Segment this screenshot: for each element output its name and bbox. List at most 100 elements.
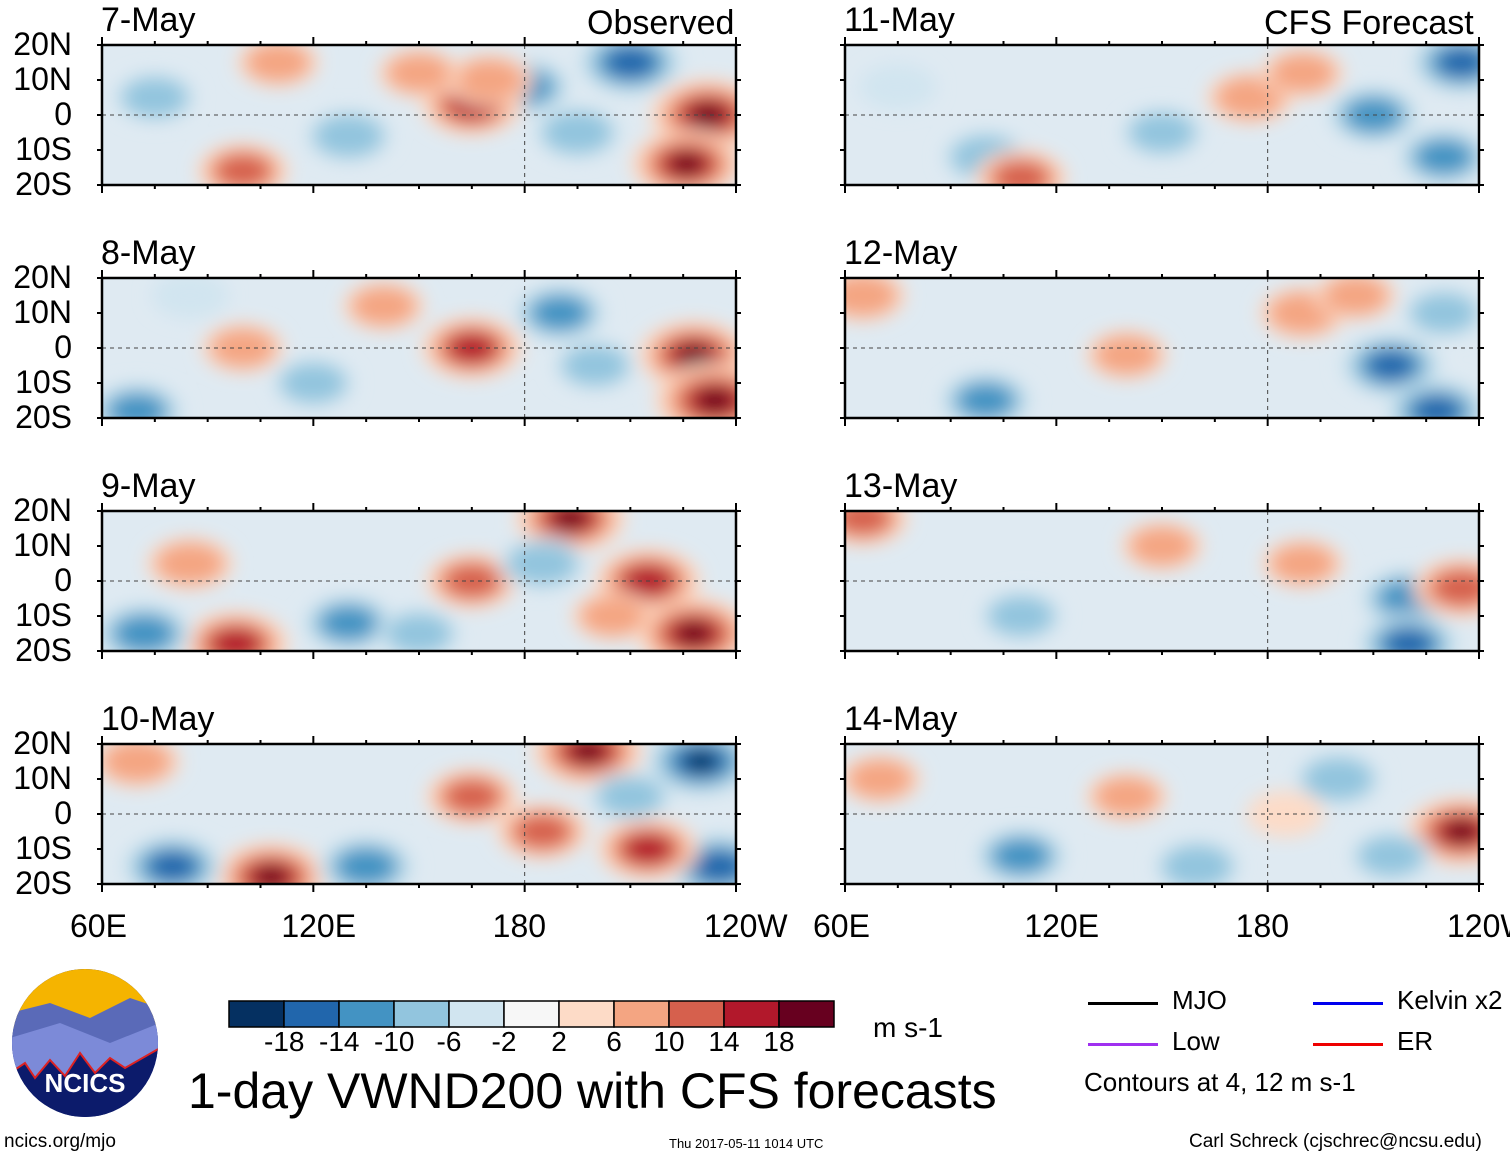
lat-tick-label: 20N <box>13 492 72 528</box>
lat-tick-label: 0 <box>54 329 72 365</box>
panel-9-May <box>102 511 736 651</box>
anomaly-blob <box>993 161 1049 185</box>
colorbar-swatch <box>723 1000 780 1028</box>
panel-date: 10-May <box>101 700 215 738</box>
lon-tick-label: 120E <box>1024 908 1100 944</box>
anomaly-blob <box>215 154 271 185</box>
colorbar-swatch <box>283 1000 340 1028</box>
lat-tick-label: 20S <box>15 632 72 668</box>
anomaly-blob <box>149 852 196 881</box>
anomaly-blob <box>606 47 655 78</box>
colorbar-swatch <box>613 1000 670 1028</box>
legend-line-er <box>1313 1043 1383 1046</box>
lat-tick-label: 10N <box>13 527 72 563</box>
lon-tick-label: 60E <box>813 908 870 944</box>
anomaly-blob <box>320 606 377 640</box>
lat-tick-label: 10N <box>13 61 72 97</box>
panel-12-May <box>845 278 1479 418</box>
panel-date: 7-May <box>101 1 196 39</box>
lat-tick-label: 20S <box>15 399 72 435</box>
anomaly-blob <box>280 363 347 403</box>
anomaly-blob <box>847 759 914 799</box>
anomaly-blob <box>1413 396 1460 418</box>
anomaly-blob <box>845 511 891 535</box>
panel-date: 14-May <box>844 700 958 738</box>
lat-tick-label: 0 <box>54 96 72 132</box>
legend-label: ER <box>1397 1026 1434 1056</box>
lat-tick-label: 10S <box>15 131 72 167</box>
anomaly-blob <box>454 58 525 102</box>
legend-label: MJO <box>1172 985 1227 1015</box>
footer-url[interactable]: ncics.org/mjo <box>4 1131 116 1152</box>
colorbar-swatch <box>228 1000 285 1028</box>
colorbar-swatch <box>448 1000 505 1028</box>
anomaly-blob <box>1093 776 1160 817</box>
anomaly-blob <box>115 615 174 651</box>
contour-note: Contours at 4, 12 m s-1 <box>1084 1067 1356 1097</box>
anomaly-blob <box>859 63 937 111</box>
anomaly-blob <box>1385 629 1432 651</box>
colorbar-swatch <box>558 1000 615 1028</box>
colorbar-label: 18 <box>763 1026 795 1057</box>
anomaly-blob <box>690 104 726 126</box>
anomaly-blob <box>337 848 396 884</box>
panel-14-May <box>845 744 1479 884</box>
anomaly-blob <box>677 344 711 366</box>
anomaly-blob <box>211 629 260 651</box>
legend-label: Kelvin x2 <box>1397 985 1503 1015</box>
anomaly-blob <box>1357 836 1424 876</box>
observed-title: Observed <box>587 4 735 42</box>
colorbar <box>228 1000 835 1028</box>
panel-date: 9-May <box>101 467 196 505</box>
colorbar-label: -6 <box>436 1026 462 1057</box>
panel-7-May <box>102 45 736 185</box>
anomaly-blob <box>1129 526 1195 566</box>
anomaly-blob <box>102 744 173 783</box>
legend-label: Low <box>1172 1026 1220 1056</box>
anomaly-blob <box>121 77 188 118</box>
lat-tick-label: 10N <box>13 760 72 796</box>
lat-tick-label: 10S <box>15 364 72 400</box>
colorbar-label: -18 <box>264 1026 305 1057</box>
ncics-logo: NCICS <box>12 969 158 1117</box>
lat-tick-label: 20N <box>13 725 72 761</box>
logo-text: NCICS <box>45 1068 126 1098</box>
colorbar-label: 6 <box>606 1026 622 1057</box>
anomaly-blob <box>694 851 736 882</box>
panel-date: 11-May <box>844 1 955 39</box>
colorbar-swatch <box>338 1000 395 1028</box>
colorbar-swatch <box>503 1000 560 1028</box>
anomaly-blob <box>532 296 588 330</box>
anomaly-blob <box>542 111 613 154</box>
anomaly-blob <box>670 153 704 175</box>
anomaly-blob <box>988 596 1055 636</box>
legend-line-low <box>1088 1043 1158 1046</box>
colorbar-label: -2 <box>491 1026 517 1057</box>
main-title: 1-day VWND200 with CFS forecasts <box>188 1063 997 1119</box>
forecast-title: CFS Forecast <box>1264 4 1474 42</box>
footer-timestamp: Thu 2017-05-11 1014 UTC <box>669 1136 824 1151</box>
lon-tick-label: 120E <box>281 908 357 944</box>
anomaly-blob <box>1303 757 1373 801</box>
colorbar-label: 10 <box>653 1026 685 1057</box>
lat-tick-label: 10S <box>15 830 72 866</box>
anomaly-blob <box>1368 351 1414 380</box>
lat-tick-label: 20S <box>15 865 72 901</box>
panel-8-May <box>102 278 736 418</box>
anomaly-blob <box>1162 845 1233 884</box>
anomaly-blob <box>209 328 276 368</box>
anomaly-blob <box>386 53 452 93</box>
legend-line-kelvin <box>1313 1002 1383 1005</box>
anomaly-blob <box>845 278 898 317</box>
colorbar-label: 2 <box>551 1026 567 1057</box>
panel-date: 12-May <box>844 234 958 272</box>
anomaly-blob <box>1269 53 1336 93</box>
anomaly-blob <box>507 542 578 585</box>
anomaly-blob <box>958 383 1014 418</box>
colorbar-label: -10 <box>374 1026 415 1057</box>
anomaly-blob <box>562 345 629 386</box>
lat-tick-label: 0 <box>54 562 72 598</box>
anomaly-blob <box>1432 570 1479 606</box>
panel-11-May <box>845 45 1479 185</box>
